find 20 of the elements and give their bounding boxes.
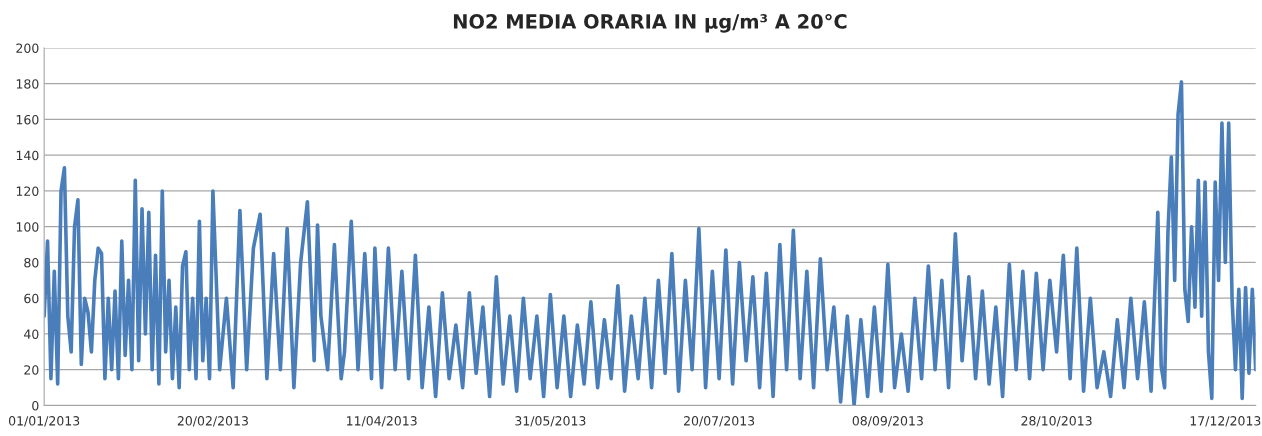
- y-tick-label: 180: [16, 79, 39, 89]
- x-tick-label: 01/01/2013: [8, 416, 80, 427]
- chart-title: NO2 MEDIA ORARIA IN µg/m³ A 20°C: [453, 13, 847, 33]
- y-tick-label: 120: [16, 186, 39, 196]
- y-tick-label: 200: [16, 43, 39, 53]
- y-tick-label: 80: [24, 257, 39, 268]
- x-tick-label: 20/02/2013: [177, 416, 248, 427]
- y-tick-label: 100: [16, 222, 39, 232]
- y-tick-label: 40: [24, 329, 39, 339]
- y-tick-label: 20: [24, 365, 39, 375]
- y-tick-label: 0: [32, 400, 39, 411]
- x-tick-label: 20/07/2013: [684, 416, 755, 427]
- x-tick-label: 31/05/2013: [515, 416, 586, 427]
- x-tick-label: 17/12/2013: [1190, 416, 1261, 427]
- y-tick-label: 140: [16, 150, 39, 161]
- x-tick-label: 28/10/2013: [1021, 416, 1092, 427]
- y-tick-label: 60: [24, 293, 39, 304]
- x-tick-label: 11/04/2013: [346, 416, 417, 427]
- x-tick-label: 08/09/2013: [852, 416, 923, 427]
- y-tick-label: 160: [16, 114, 39, 125]
